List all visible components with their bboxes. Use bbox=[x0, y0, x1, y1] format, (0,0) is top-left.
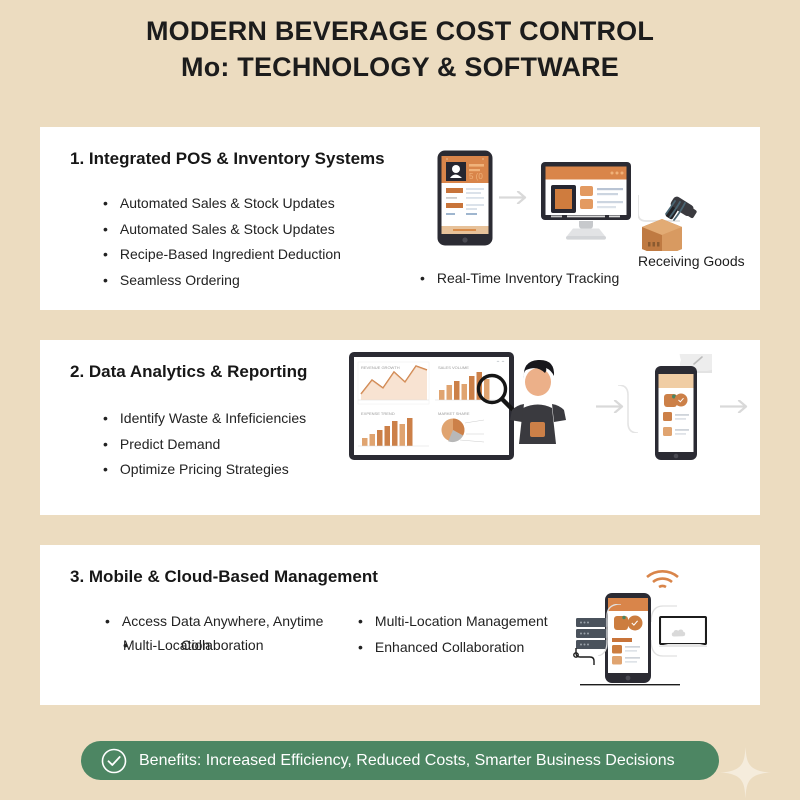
svg-text:SALES VOLUME: SALES VOLUME bbox=[438, 365, 469, 370]
svg-text:MARKET SHARE: MARKET SHARE bbox=[438, 411, 470, 416]
svg-text:REVENUE GROWTH: REVENUE GROWTH bbox=[361, 365, 400, 370]
svg-text:5 (0: 5 (0 bbox=[469, 172, 483, 181]
svg-text:EXPENSE TREND: EXPENSE TREND bbox=[361, 411, 395, 416]
